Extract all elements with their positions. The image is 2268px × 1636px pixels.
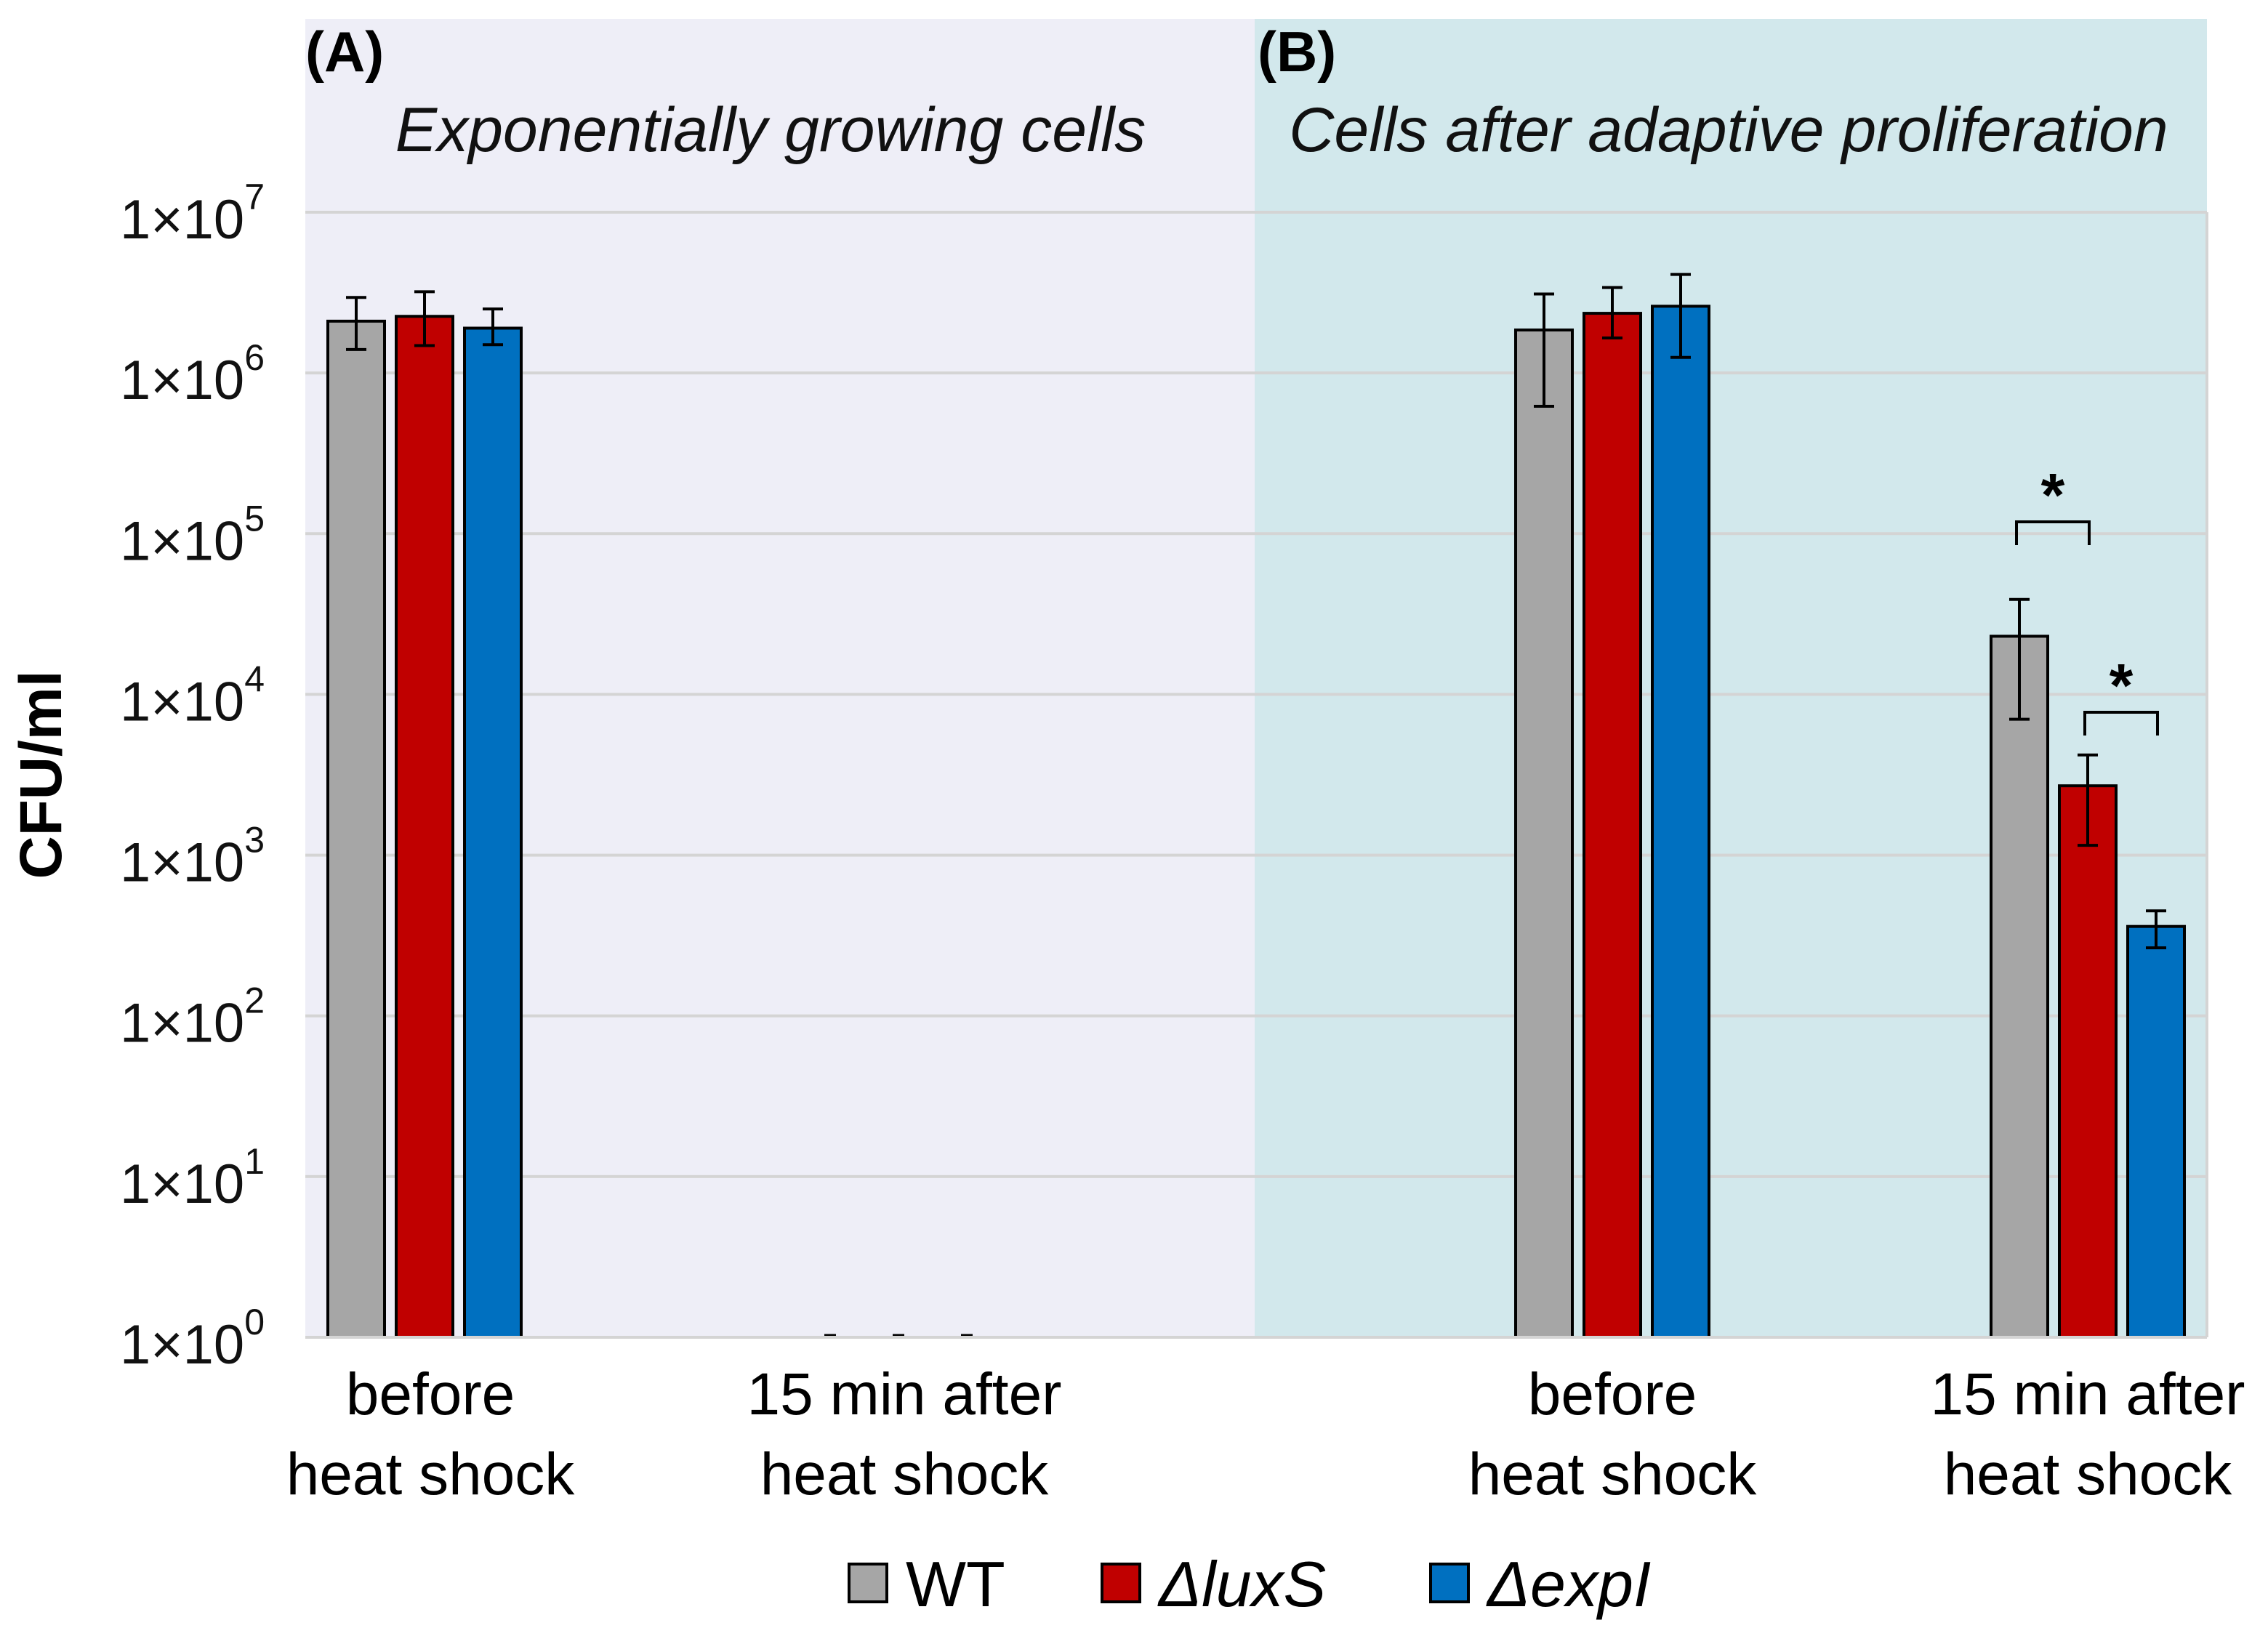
bar-luxs [2058, 784, 2118, 1339]
panel-title: Cells after adaptive proliferation [1289, 95, 2168, 165]
bar-wt [1990, 634, 2049, 1339]
bar-luxs [395, 315, 454, 1339]
bar-expi [463, 326, 523, 1339]
x-category-label-line1: before [1528, 1361, 1697, 1427]
legend-swatch [1101, 1563, 1141, 1603]
x-category-label-line2: heat shock [760, 1441, 1050, 1507]
legend-swatch [1429, 1563, 1470, 1603]
bar-wt [1514, 329, 1574, 1339]
x-category-label-line1: 15 min after [747, 1361, 1062, 1427]
x-category-label-line1: before [346, 1361, 515, 1427]
x-category-label-line2: heat shock [1944, 1441, 2233, 1507]
panel-label: (A) [305, 20, 384, 84]
panel-label: (B) [1258, 20, 1336, 84]
bar-expi [2126, 924, 2186, 1339]
y-tick-label: 1×107 [120, 177, 265, 251]
x-category-label-line1: 15 min after [1931, 1361, 2245, 1427]
bar-wt [326, 319, 386, 1339]
y-tick-label: 1×105 [120, 498, 265, 572]
bar-luxs [1583, 312, 1642, 1339]
y-tick-label: 1×104 [120, 658, 265, 733]
y-axis-label: CFU/ml [8, 671, 74, 879]
y-tick-label: 1×103 [120, 820, 265, 894]
y-tick-label: 1×106 [120, 337, 265, 411]
significance-star: * [2041, 461, 2065, 529]
significance-star: * [2110, 651, 2134, 720]
x-category-label-line2: heat shock [286, 1441, 576, 1507]
panel-title: Exponentially growing cells [395, 95, 1146, 165]
legend-label: WT [906, 1548, 1005, 1620]
y-tick-label: 1×102 [120, 980, 265, 1055]
y-tick-label: 1×100 [120, 1302, 265, 1376]
legend-swatch [848, 1563, 888, 1603]
x-category-label-line2: heat shock [1468, 1441, 1758, 1507]
legend-label: ΔexpI [1486, 1548, 1651, 1620]
significance-bracket [2015, 520, 2091, 545]
bar-expi [1651, 305, 1710, 1339]
y-tick-label: 1×101 [120, 1141, 265, 1215]
legend-label: ΔluxS [1157, 1548, 1326, 1620]
significance-bracket [2083, 711, 2159, 736]
